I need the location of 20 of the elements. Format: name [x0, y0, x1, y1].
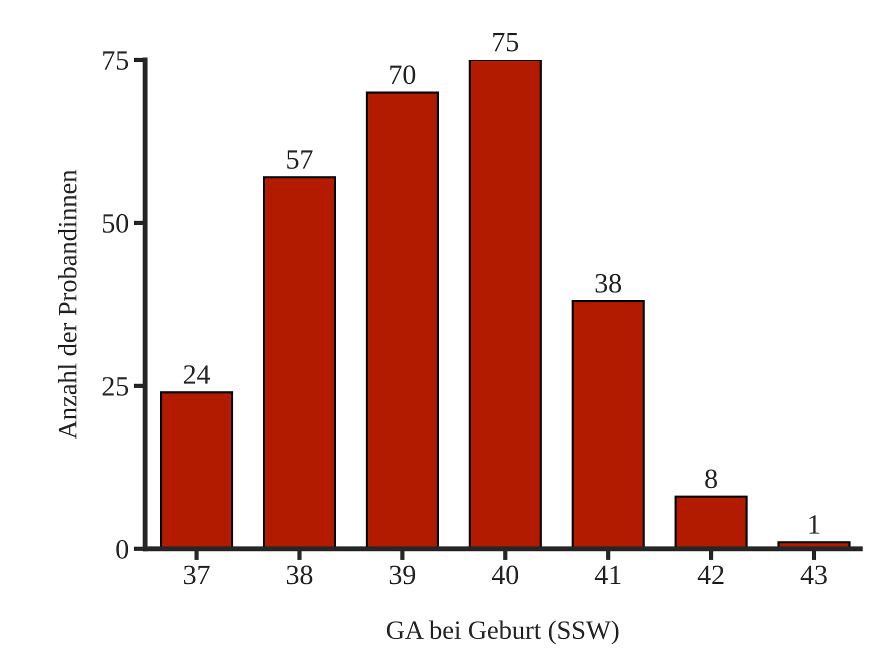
y-tick-label: 0 — [116, 540, 128, 559]
y-tick-label: 75 — [103, 51, 128, 70]
data-label: 8 — [705, 469, 717, 488]
data-label: 57 — [287, 150, 313, 169]
data-label: 38 — [596, 274, 622, 293]
x-tick-label: 41 — [594, 566, 620, 584]
x-axis-title: GA bei Geburt (SSW) — [386, 620, 618, 644]
x-tick-label: 40 — [492, 566, 518, 584]
x-tick-label: 42 — [698, 566, 724, 584]
x-tick-label: 38 — [286, 566, 312, 584]
x-tick-label: 43 — [800, 566, 827, 584]
data-label: 1 — [810, 515, 820, 534]
y-axis-title: Anzahl der Probandinnen — [58, 170, 77, 439]
data-label: 24 — [184, 365, 210, 384]
y-tick-label: 25 — [102, 377, 128, 396]
x-tick-label: 37 — [184, 566, 210, 584]
y-tick-label: 50 — [102, 214, 128, 233]
data-label: 70 — [390, 65, 416, 84]
data-label: 75 — [493, 33, 518, 52]
x-tick-label: 39 — [390, 566, 416, 584]
